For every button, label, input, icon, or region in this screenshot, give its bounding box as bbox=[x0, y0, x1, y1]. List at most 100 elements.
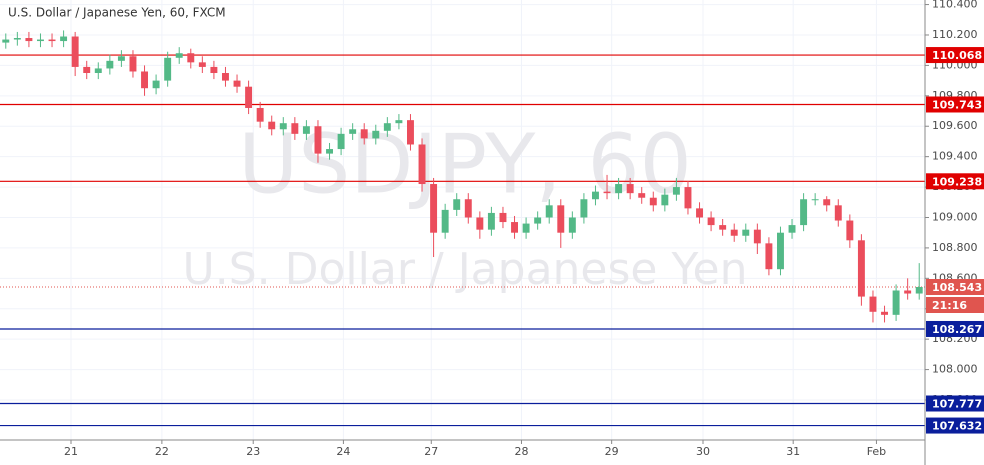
candle-body bbox=[777, 232, 784, 270]
price-axis-panel bbox=[925, 0, 984, 465]
y-tick-label: 109.400 bbox=[932, 150, 978, 163]
candle-body bbox=[141, 71, 148, 89]
candle-body bbox=[453, 199, 461, 210]
candle-body bbox=[696, 208, 703, 218]
candle-body bbox=[360, 129, 368, 139]
candle-body bbox=[395, 120, 403, 124]
level-tag: 108.267 bbox=[932, 323, 982, 336]
x-tick-label: 31 bbox=[786, 445, 800, 458]
level-tag-bg bbox=[926, 320, 984, 337]
candle-body bbox=[175, 53, 183, 58]
candle-body bbox=[83, 66, 91, 74]
candle-body bbox=[684, 187, 692, 209]
candle-body bbox=[222, 73, 229, 81]
candle-body bbox=[522, 223, 530, 233]
candle-body bbox=[800, 199, 808, 226]
x-tick-label: 29 bbox=[605, 445, 619, 458]
level-tag-bg bbox=[926, 395, 984, 412]
candle-body bbox=[568, 217, 576, 233]
candle-body bbox=[13, 38, 21, 40]
candle-body bbox=[187, 53, 195, 63]
level-tag-bg bbox=[926, 173, 984, 190]
candles bbox=[2, 30, 923, 323]
candle-body bbox=[117, 56, 125, 61]
candle-body bbox=[857, 240, 865, 297]
candle-body bbox=[753, 229, 761, 244]
level-tag: 107.777 bbox=[932, 397, 982, 410]
candle-body bbox=[337, 133, 345, 150]
candle-body bbox=[106, 60, 114, 69]
y-tick-label: 110.400 bbox=[932, 0, 978, 11]
candle-body bbox=[302, 126, 310, 134]
candle-body bbox=[256, 107, 264, 122]
candle-body bbox=[534, 217, 542, 224]
candle-body bbox=[638, 193, 646, 198]
levels bbox=[0, 54, 925, 427]
candle-body bbox=[60, 36, 68, 42]
x-tick-label: Feb bbox=[867, 445, 886, 458]
candle-body bbox=[233, 80, 241, 87]
candle-body bbox=[592, 191, 599, 200]
candle-body bbox=[511, 222, 518, 233]
time-axis-panel bbox=[0, 440, 984, 465]
candle-body bbox=[811, 199, 819, 201]
candle-body bbox=[198, 62, 206, 67]
tags: 110.068 109.743 109.238 108.267 107.777 107.6… bbox=[926, 47, 984, 434]
candle-body bbox=[210, 66, 218, 74]
candle-body bbox=[499, 212, 507, 223]
level-tag: 109.238 bbox=[932, 175, 982, 188]
candle-body bbox=[742, 229, 750, 236]
candle-body bbox=[372, 130, 380, 139]
candle-body bbox=[557, 205, 565, 233]
candle-body bbox=[915, 286, 923, 294]
candle-body bbox=[291, 123, 299, 134]
candle-body bbox=[730, 229, 738, 236]
candle-body bbox=[152, 80, 160, 89]
level-tag-bg bbox=[926, 96, 984, 113]
level-tag-bg bbox=[926, 417, 984, 434]
candle-body bbox=[881, 311, 888, 315]
x-tick-label: 22 bbox=[155, 445, 169, 458]
candle-body bbox=[349, 129, 357, 134]
level-tag: 107.632 bbox=[932, 420, 982, 433]
candle-body bbox=[314, 126, 322, 154]
candle-body bbox=[672, 187, 680, 195]
candle-body bbox=[834, 205, 842, 221]
grid bbox=[0, 0, 925, 440]
candle-body bbox=[268, 121, 276, 130]
candle-body bbox=[94, 68, 102, 74]
y-tick-label: 109.000 bbox=[932, 210, 978, 223]
level-tag: 110.068 bbox=[932, 49, 982, 62]
candle-body bbox=[441, 209, 449, 233]
candle-body bbox=[487, 212, 495, 230]
countdown-tag-bg bbox=[926, 296, 984, 313]
candle-body bbox=[129, 56, 137, 72]
x-tick-label: 21 bbox=[64, 445, 78, 458]
last-price-tag: 108.543 bbox=[932, 281, 982, 294]
level-tag-bg bbox=[926, 47, 984, 64]
candle-body bbox=[892, 290, 900, 315]
candle-body bbox=[603, 191, 611, 194]
x-tick-label: 23 bbox=[246, 445, 260, 458]
x-tick-label: 30 bbox=[696, 445, 710, 458]
x-tick-label: 24 bbox=[336, 445, 350, 458]
watermark: USDJPY, 60 bbox=[238, 117, 692, 212]
candle-body bbox=[615, 184, 623, 194]
candle-body bbox=[580, 199, 588, 218]
candle-body bbox=[383, 123, 391, 131]
candle-body bbox=[788, 225, 796, 233]
candle-body bbox=[71, 36, 79, 67]
candle-body bbox=[649, 197, 657, 206]
y-tick-label: 110.200 bbox=[932, 28, 978, 41]
candle-body bbox=[407, 120, 414, 145]
candle-body bbox=[245, 86, 253, 108]
candle-body bbox=[25, 38, 33, 42]
candle-body bbox=[48, 39, 56, 42]
candle-body bbox=[904, 290, 912, 294]
candle-body bbox=[326, 149, 333, 154]
candle-body bbox=[37, 39, 44, 42]
candle-body bbox=[823, 199, 831, 206]
candle-body bbox=[2, 39, 10, 43]
candle-body bbox=[846, 220, 854, 241]
